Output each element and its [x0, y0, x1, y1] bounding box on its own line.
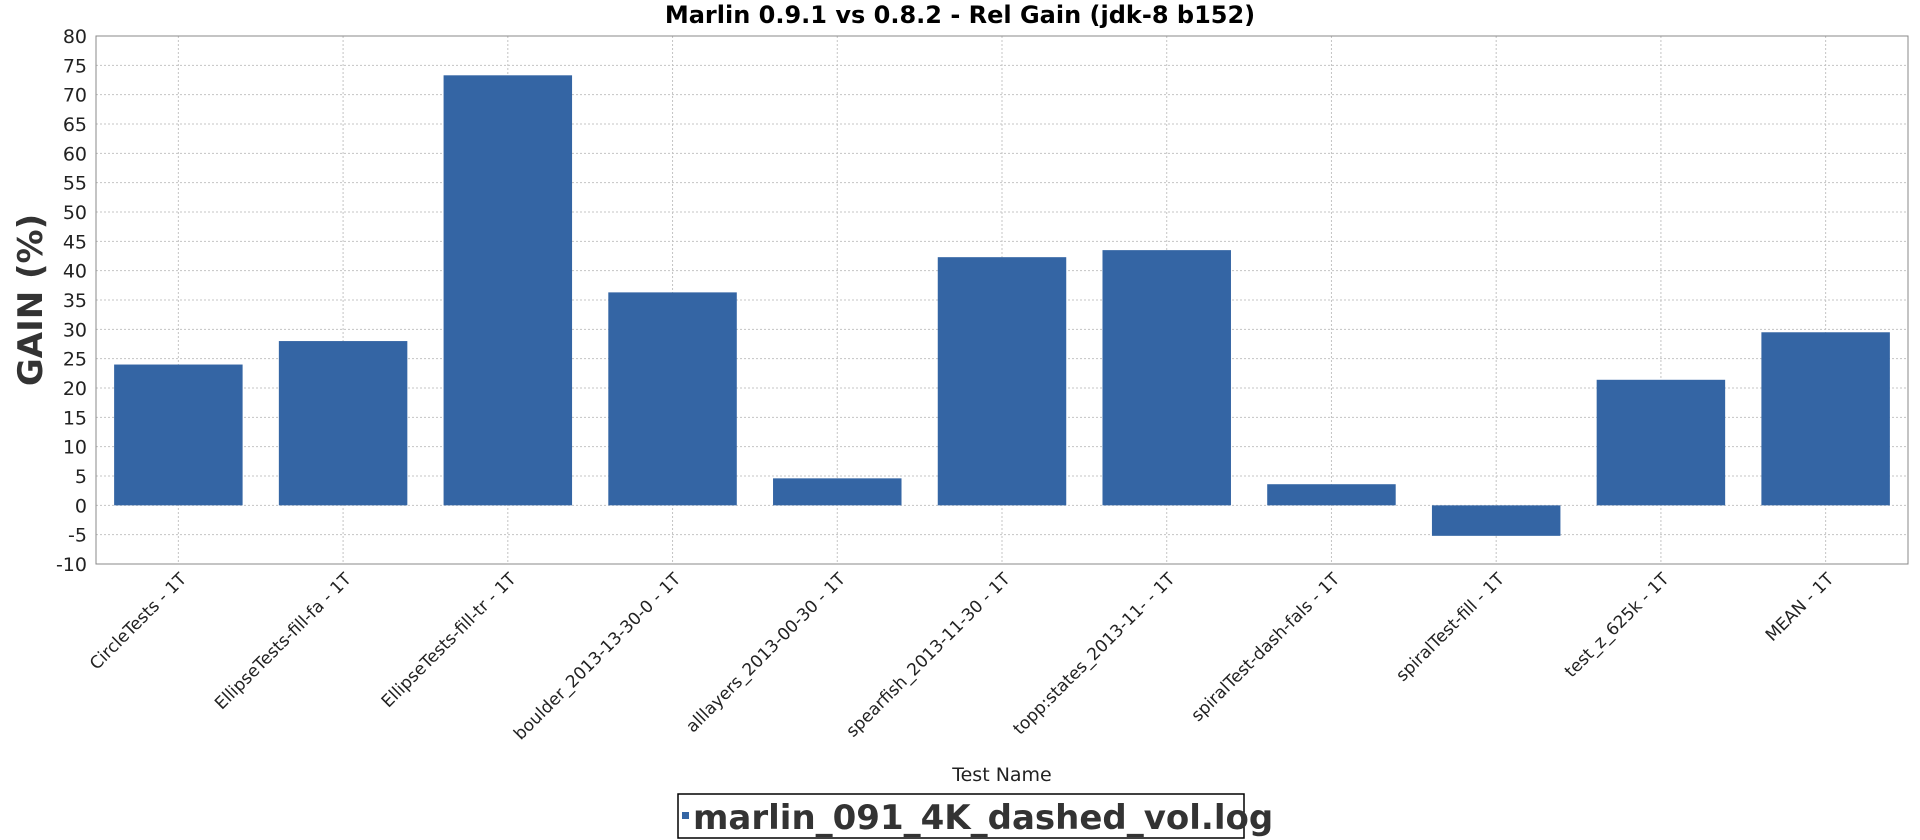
- y-tick-label: 60: [63, 143, 87, 165]
- y-tick-label: 10: [63, 437, 87, 459]
- x-axis-label: Test Name: [951, 764, 1052, 786]
- x-tick-label: spiralTest-fill - 1T: [1392, 569, 1509, 686]
- bar: [1761, 332, 1890, 506]
- bar: [773, 478, 902, 506]
- bar: [937, 257, 1067, 506]
- y-tick-label: 30: [63, 319, 87, 341]
- y-tick-label: 75: [63, 55, 87, 77]
- y-axis-label: GAIN (%): [11, 214, 51, 386]
- bar: [608, 292, 737, 506]
- x-tick-label: alllayers_2013-00-30 - 1T: [682, 569, 850, 737]
- x-tick-label: topp:states_2013-11- - 1T: [1009, 569, 1179, 739]
- chart-title: Marlin 0.9.1 vs 0.8.2 - Rel Gain (jdk-8 …: [665, 1, 1255, 29]
- bar: [114, 364, 243, 506]
- legend-series-label: marlin_091_4K_dashed_vol.log: [693, 798, 1273, 838]
- y-tick-label: 0: [75, 495, 87, 517]
- bar: [1596, 379, 1726, 506]
- x-tick-label: CircleTests - 1T: [86, 569, 191, 674]
- y-tick-label: 40: [63, 261, 87, 283]
- bars: [114, 75, 1890, 536]
- x-tick-label: EllipseTests-fill-fa - 1T: [211, 569, 356, 714]
- x-tick-label: spiralTest-dash-fals - 1T: [1188, 569, 1345, 726]
- bar: [443, 75, 573, 506]
- y-tick-label: 45: [63, 231, 87, 253]
- y-tick-label: 65: [63, 114, 87, 136]
- y-tick-label: 35: [63, 290, 87, 312]
- plot-area-frame: [95, 35, 1909, 565]
- y-tick-label: 50: [63, 202, 87, 224]
- y-tick-label: 70: [63, 85, 87, 107]
- bar: [278, 341, 408, 506]
- y-tick-label: 15: [63, 407, 87, 429]
- x-tick-label: spearfish_2013-11-30 - 1T: [842, 569, 1014, 741]
- y-tick-label: -10: [56, 554, 87, 576]
- x-axis-ticks: CircleTests - 1T EllipseTests-fill-fa - 1…: [86, 569, 1839, 744]
- y-tick-label: 80: [63, 26, 87, 48]
- legend-box: [677, 793, 1245, 839]
- y-tick-label: -5: [68, 525, 87, 547]
- x-tick-label: MEAN - 1T: [1762, 569, 1839, 646]
- x-tick-label: EllipseTests-fill-tr - 1T: [378, 569, 521, 712]
- y-tick-label: 55: [63, 173, 87, 195]
- y-tick-label: 25: [63, 349, 87, 371]
- legend-swatch: [682, 812, 689, 819]
- bar: [1431, 505, 1561, 536]
- y-tick-label: 20: [63, 378, 87, 400]
- x-tick-label: boulder_2013-13-30-0 - 1T: [510, 569, 685, 744]
- bar: [1267, 484, 1396, 506]
- legend: marlin_091_4K_dashed_vol.log: [677, 793, 1273, 839]
- x-tick-label: test_z_625k - 1T: [1561, 569, 1674, 682]
- y-tick-label: 5: [75, 466, 87, 488]
- bar: [1102, 250, 1231, 506]
